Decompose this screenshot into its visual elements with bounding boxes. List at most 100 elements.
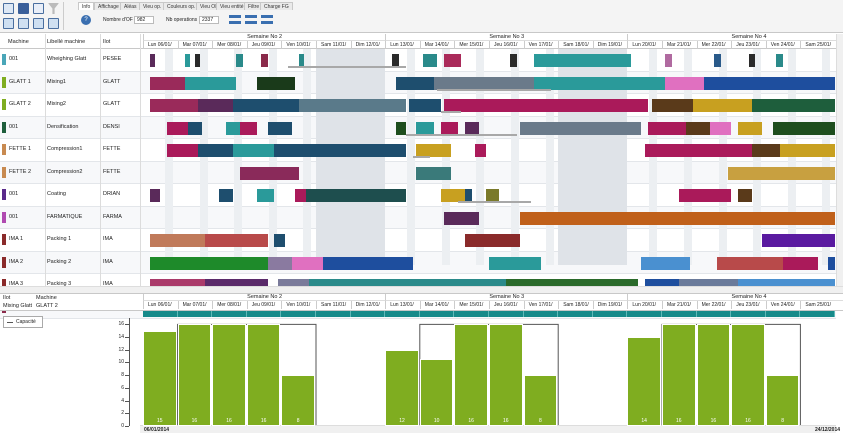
- operation-bar[interactable]: [236, 54, 244, 67]
- day-header[interactable]: Sam 11/01/: [316, 41, 351, 49]
- day-header[interactable]: Lun 06/01/: [143, 41, 178, 49]
- capacity-bar[interactable]: 8: [765, 375, 800, 426]
- capacity-bar[interactable]: 16: [454, 324, 488, 426]
- operation-bar[interactable]: [149, 76, 185, 90]
- operation-bar[interactable]: [444, 211, 479, 225]
- operation-bar[interactable]: [648, 121, 687, 135]
- week-header[interactable]: Semaine No 4: [627, 34, 843, 41]
- operation-bar[interactable]: [194, 54, 201, 67]
- operation-bar[interactable]: [274, 234, 285, 247]
- filter-icon[interactable]: [48, 3, 59, 14]
- day-header[interactable]: Ven 10/01/: [281, 41, 316, 49]
- operation-bar[interactable]: [187, 121, 202, 135]
- week-header[interactable]: Semaine No 2: [143, 294, 386, 301]
- operation-bar[interactable]: [322, 256, 413, 270]
- day-header[interactable]: Dim 19/01/: [592, 41, 628, 49]
- day-header[interactable]: Mer 22/01/: [696, 41, 732, 49]
- operation-bar[interactable]: [665, 76, 704, 90]
- table-icon[interactable]: [33, 3, 44, 14]
- day-header[interactable]: Jeu 16/01/: [489, 301, 524, 309]
- operation-bar[interactable]: [184, 76, 237, 90]
- zoom-out-icon[interactable]: [18, 18, 29, 29]
- machine-code[interactable]: IMA 1: [9, 236, 24, 242]
- operation-bar[interactable]: [184, 54, 190, 67]
- capacity-bar[interactable]: 8: [281, 375, 315, 426]
- operation-bar[interactable]: [149, 256, 268, 270]
- capacity-bar[interactable]: 16: [212, 324, 246, 426]
- operation-bar[interactable]: [267, 256, 292, 270]
- day-header[interactable]: Ven 24/01/: [765, 301, 801, 309]
- operation-bar[interactable]: [298, 54, 304, 67]
- day-header[interactable]: Mer 22/01/: [696, 301, 732, 309]
- operation-bar[interactable]: [433, 76, 534, 90]
- day-header[interactable]: Jeu 09/01/: [246, 301, 282, 309]
- align-center-icon[interactable]: [245, 15, 257, 24]
- operation-bar[interactable]: [274, 144, 406, 157]
- operation-bar[interactable]: [520, 121, 642, 135]
- day-header[interactable]: Jeu 23/01/: [731, 41, 766, 49]
- save-icon[interactable]: [18, 3, 29, 14]
- operation-bar[interactable]: [167, 144, 199, 157]
- day-header[interactable]: Mer 15/01/: [454, 301, 489, 309]
- day-header[interactable]: Lun 06/01/: [143, 301, 178, 309]
- operation-bar[interactable]: [703, 76, 835, 90]
- capacity-bar[interactable]: 16: [489, 324, 523, 426]
- operation-bar[interactable]: [776, 54, 784, 67]
- operation-bar[interactable]: [416, 121, 434, 135]
- operation-bar[interactable]: [257, 189, 275, 202]
- operation-bar[interactable]: [464, 189, 472, 202]
- operation-bar[interactable]: [520, 211, 835, 225]
- layout-icon[interactable]: [33, 18, 44, 29]
- capacity-bar[interactable]: 16: [246, 324, 281, 426]
- operation-bar[interactable]: [475, 144, 486, 157]
- day-header[interactable]: Ven 17/01/: [523, 301, 559, 309]
- col-header-libelle[interactable]: Libellé machine: [47, 39, 86, 45]
- help-icon[interactable]: ?: [81, 15, 91, 25]
- operation-bar[interactable]: [149, 54, 156, 67]
- week-header[interactable]: Semaine No 4: [627, 294, 843, 301]
- operation-bar[interactable]: [489, 256, 541, 270]
- operation-bar[interactable]: [772, 121, 835, 135]
- operation-bar[interactable]: [748, 54, 756, 67]
- day-header[interactable]: Ven 17/01/: [523, 41, 559, 49]
- operation-bar[interactable]: [828, 256, 835, 270]
- operation-bar[interactable]: [444, 54, 462, 67]
- day-header[interactable]: Lun 13/01/: [385, 301, 420, 309]
- operation-bar[interactable]: [416, 166, 451, 180]
- operation-bar[interactable]: [717, 256, 784, 270]
- day-header[interactable]: Lun 13/01/: [385, 41, 420, 49]
- capacity-bar[interactable]: 14: [627, 337, 661, 426]
- machine-code[interactable]: 001: [9, 213, 19, 220]
- operation-bar[interactable]: [198, 99, 233, 112]
- capacity-bar[interactable]: 8: [523, 375, 558, 426]
- operation-bar[interactable]: [395, 121, 406, 135]
- machine-code[interactable]: GLATT 2: [9, 101, 31, 107]
- capacity-bar[interactable]: 16: [696, 324, 731, 426]
- nb-op-field[interactable]: 2337: [199, 16, 219, 24]
- grid-icon[interactable]: [3, 3, 14, 14]
- day-header[interactable]: Lun 20/01/: [627, 301, 662, 309]
- operation-bar[interactable]: [693, 99, 752, 112]
- align-left-icon[interactable]: [229, 15, 241, 24]
- operation-bar[interactable]: [219, 189, 233, 202]
- operation-bar[interactable]: [751, 144, 780, 157]
- tab-info[interactable]: Info: [78, 2, 95, 10]
- operation-bar[interactable]: [167, 121, 188, 135]
- day-header[interactable]: Ven 24/01/: [765, 41, 801, 49]
- col-header-machine[interactable]: Machine: [8, 39, 29, 45]
- operation-bar[interactable]: [149, 234, 206, 247]
- operation-bar[interactable]: [232, 99, 299, 112]
- operation-bar[interactable]: [444, 99, 649, 112]
- day-header[interactable]: Sam 25/01/: [800, 41, 835, 49]
- operation-bar[interactable]: [533, 54, 631, 67]
- day-header[interactable]: Dim 19/01/: [592, 301, 628, 309]
- operation-bar[interactable]: [409, 99, 441, 112]
- export-icon[interactable]: [48, 18, 59, 29]
- day-header[interactable]: Mar 21/01/: [662, 41, 697, 49]
- operation-bar[interactable]: [779, 144, 835, 157]
- operation-bar[interactable]: [291, 256, 323, 270]
- operation-bar[interactable]: [423, 54, 438, 67]
- operation-bar[interactable]: [395, 76, 434, 90]
- operation-bar[interactable]: [464, 121, 479, 135]
- day-header[interactable]: Sam 18/01/: [558, 301, 593, 309]
